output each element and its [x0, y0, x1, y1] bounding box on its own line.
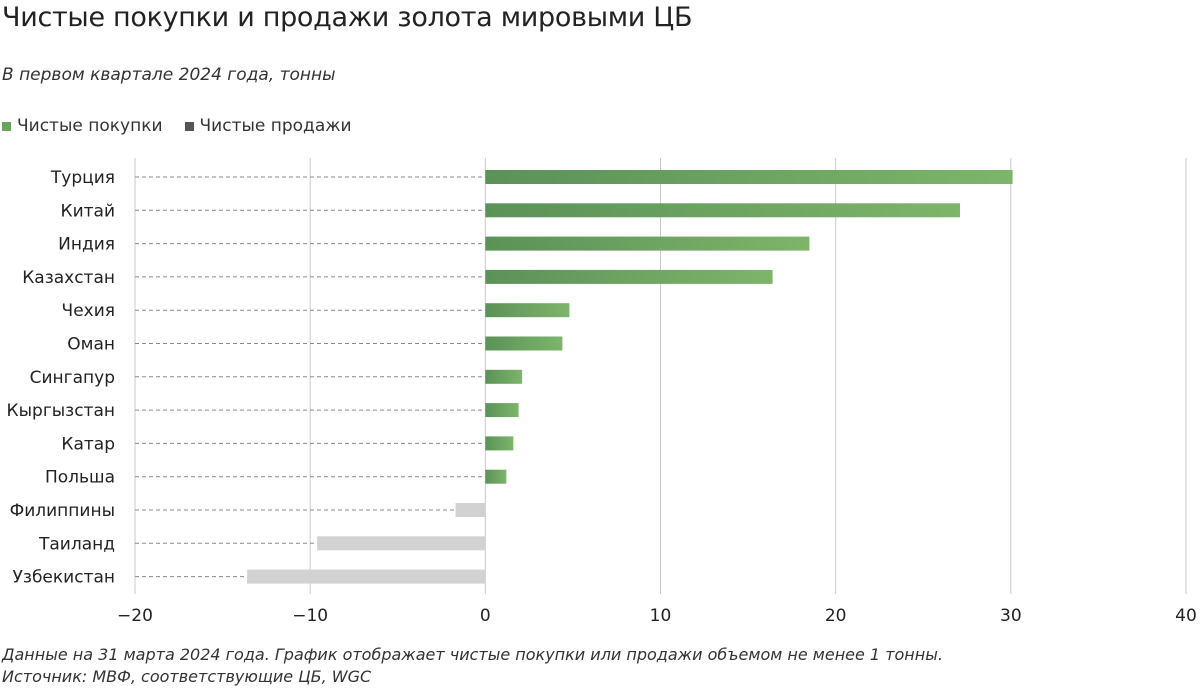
category-labels: Турция Китай Индия Казахстан Чехия Оман Сингап… [7, 168, 115, 588]
bar [485, 269, 773, 284]
bar [247, 569, 486, 584]
category-label: Сингапур [30, 368, 115, 388]
legend: Чистые покупки Чистые продажи [2, 116, 352, 136]
x-tick-label: 0 [480, 606, 491, 626]
bar [485, 403, 519, 418]
x-tick-label: −10 [292, 606, 328, 626]
bar [317, 536, 486, 551]
footnote-line-2: Источник: МВФ, соответствующие ЦБ, WGC [2, 667, 372, 686]
category-label: Кыргызстан [7, 401, 115, 421]
legend-label-buy: Чистые покупки [17, 116, 163, 136]
category-label: Китай [61, 201, 116, 221]
category-label: Турция [50, 168, 115, 188]
bar [485, 369, 523, 384]
bar [485, 236, 810, 251]
category-label: Таиланд [38, 534, 115, 554]
x-tick-label: 10 [650, 606, 672, 626]
chart-title: Чистые покупки и продажи золота мировыми… [2, 2, 693, 33]
bars [247, 170, 1013, 584]
legend-swatch-buy [2, 121, 11, 131]
legend-item-buy: Чистые покупки [2, 116, 163, 136]
footnote-line-1: Данные на 31 марта 2024 года. График ото… [2, 645, 943, 664]
category-label: Оман [67, 335, 115, 355]
category-label: Чехия [62, 301, 115, 321]
category-label: Филиппины [10, 501, 115, 521]
grid-lines [134, 158, 1187, 594]
bar [485, 203, 961, 218]
footnote: Данные на 31 марта 2024 года. График ото… [2, 644, 943, 688]
bar [485, 469, 507, 484]
x-tick-label: −20 [117, 606, 153, 626]
x-tick-labels: −20 −10 0 10 20 30 40 [117, 606, 1197, 626]
legend-label-sell: Чистые продажи [199, 116, 352, 136]
category-guides [135, 176, 486, 578]
legend-swatch-sell [184, 121, 194, 131]
bar [485, 436, 514, 451]
bar [485, 170, 1013, 184]
bar [455, 503, 486, 517]
bar [485, 303, 570, 318]
category-label: Катар [61, 434, 115, 454]
chart-subtitle: В первом квартале 2024 года, тонны [2, 65, 336, 85]
category-label: Польша [45, 468, 115, 488]
legend-item-sell: Чистые продажи [184, 116, 352, 136]
x-tick-label: 40 [1175, 606, 1197, 626]
x-tick-label: 20 [825, 606, 847, 626]
category-label: Узбекистан [13, 568, 115, 588]
x-tick-label: 30 [1000, 606, 1022, 626]
bar [485, 336, 563, 351]
category-label: Индия [58, 235, 115, 255]
category-label: Казахстан [22, 268, 115, 288]
